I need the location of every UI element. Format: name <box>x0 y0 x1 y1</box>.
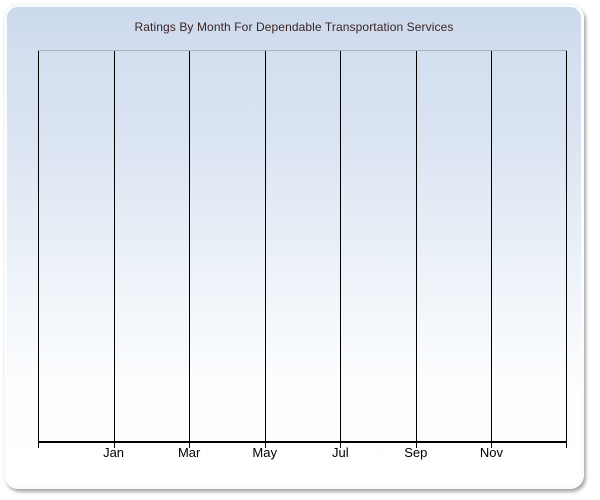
x-axis-tick <box>340 443 342 448</box>
x-gridline <box>264 51 266 441</box>
x-axis-tick <box>415 443 417 448</box>
x-axis-tick <box>264 443 266 448</box>
x-axis-label: Jan <box>103 445 125 460</box>
x-gridline <box>415 51 417 441</box>
x-gridline <box>566 51 567 441</box>
x-axis-label: Mar <box>177 445 201 460</box>
x-axis-label: May <box>252 445 277 460</box>
plot-area: Jan Mar May Jul Sep Nov <box>38 50 567 460</box>
chart-panel: Ratings By Month For Dependable Transpor… <box>4 4 584 489</box>
x-axis-tick <box>189 443 191 448</box>
x-gridline <box>38 51 39 441</box>
x-axis-label: Nov <box>479 445 503 460</box>
x-gridline <box>340 51 342 441</box>
x-axis-tick <box>491 443 493 448</box>
x-gridline <box>491 51 493 441</box>
x-axis-tick <box>113 443 115 448</box>
x-gridline <box>189 51 191 441</box>
x-gridline <box>113 51 115 441</box>
x-axis-label: Sep <box>404 445 428 460</box>
chart-title: Ratings By Month For Dependable Transpor… <box>134 20 454 34</box>
x-axis-tick <box>38 443 39 448</box>
x-axis-tick <box>566 443 567 448</box>
x-axis-label: Jul <box>331 445 349 460</box>
